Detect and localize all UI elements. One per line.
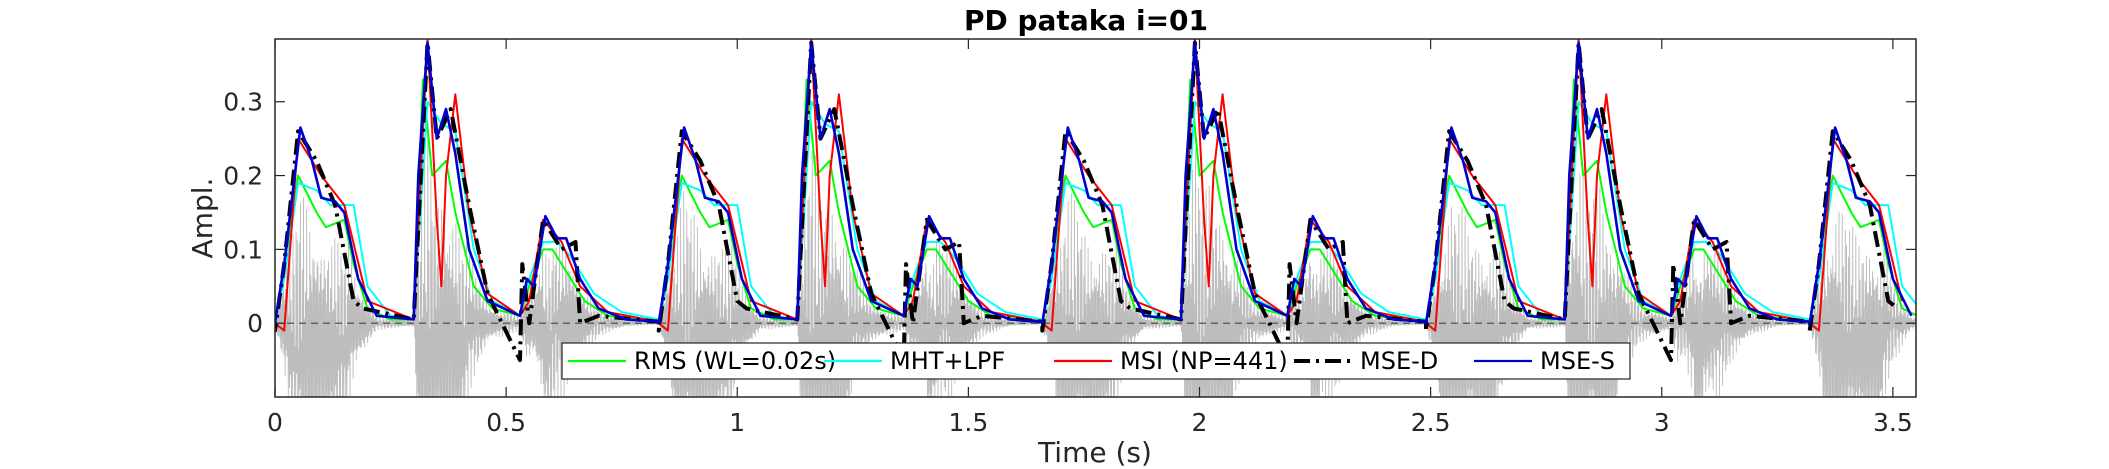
- legend-entry: MSE-D: [1360, 347, 1438, 375]
- x-axis-label: Time (s): [1037, 436, 1152, 469]
- x-tick-label: 0.5: [486, 408, 526, 437]
- y-tick-label: 0.1: [223, 235, 263, 264]
- y-tick-label: 0: [247, 309, 263, 338]
- x-tick-label: 3: [1654, 408, 1670, 437]
- series-line-5: [275, 41, 1913, 325]
- series-layer: [275, 39, 1916, 363]
- y-axis-label: Ampl.: [186, 178, 219, 259]
- legend-entry: MSE-S: [1540, 347, 1615, 375]
- chart-title: PD pataka i=01: [964, 4, 1208, 37]
- x-tick-label: 3.5: [1873, 408, 1913, 437]
- legend-entry: MHT+LPF: [890, 347, 1005, 375]
- waveform-line: [275, 131, 1916, 397]
- plot-frame: [274, 38, 1917, 398]
- x-tick-label: 1: [729, 408, 745, 437]
- x-tick-label: 1.5: [948, 408, 988, 437]
- x-tick-label: 2: [1192, 408, 1208, 437]
- legend-entry: MSI (NP=441): [1120, 347, 1288, 375]
- x-tick-label: 2.5: [1411, 408, 1451, 437]
- legend-entry: RMS (WL=0.02s): [634, 347, 836, 375]
- legend: RMS (WL=0.02s) MHT+LPF MSI (NP=441) MSE-D MS…: [561, 342, 1631, 380]
- y-tick-label: 0.2: [223, 162, 263, 191]
- ticks-layer: 0 0.5 1 1.5 2 2.5 3 3.5 0 0.1 0.2 0.3: [223, 39, 1916, 437]
- x-tick-label: 0: [267, 408, 283, 437]
- y-tick-label: 0.3: [223, 88, 263, 117]
- waveform-layer: [275, 131, 1916, 397]
